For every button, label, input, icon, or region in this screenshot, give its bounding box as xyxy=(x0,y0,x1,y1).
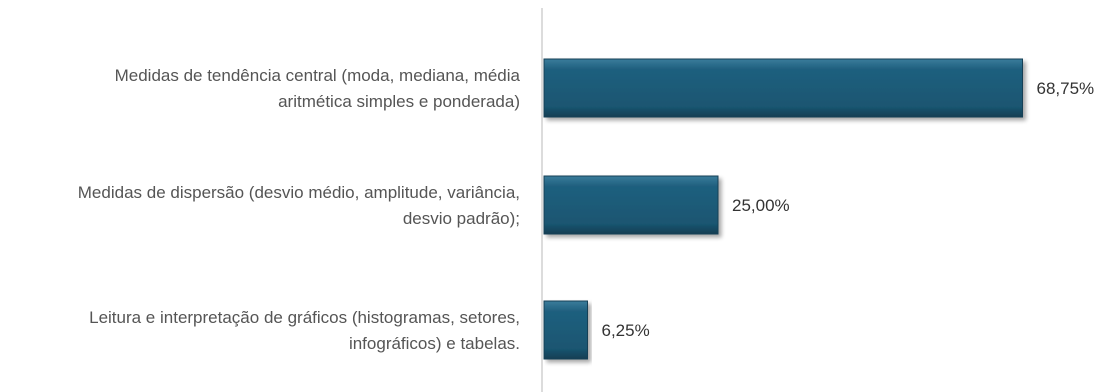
data-label-0: 68,75% xyxy=(1037,79,1095,98)
category-label-1-line-1: desvio padrão); xyxy=(403,209,520,228)
bar-2 xyxy=(543,300,588,360)
bar-0 xyxy=(543,58,1023,118)
category-label-2-line-0: Leitura e interpretação de gráficos (his… xyxy=(89,308,520,327)
data-label-1: 25,00% xyxy=(732,196,790,215)
bar-1 xyxy=(543,175,719,235)
data-label-2: 6,25% xyxy=(602,321,650,340)
category-label-0-line-0: Medidas de tendência central (moda, medi… xyxy=(115,66,521,85)
category-label-1-line-0: Medidas de dispersão (desvio médio, ampl… xyxy=(78,183,520,202)
category-label-0-line-1: aritmética simples e ponderada) xyxy=(278,92,520,111)
category-label-2-line-1: infográficos) e tabelas. xyxy=(349,334,520,353)
